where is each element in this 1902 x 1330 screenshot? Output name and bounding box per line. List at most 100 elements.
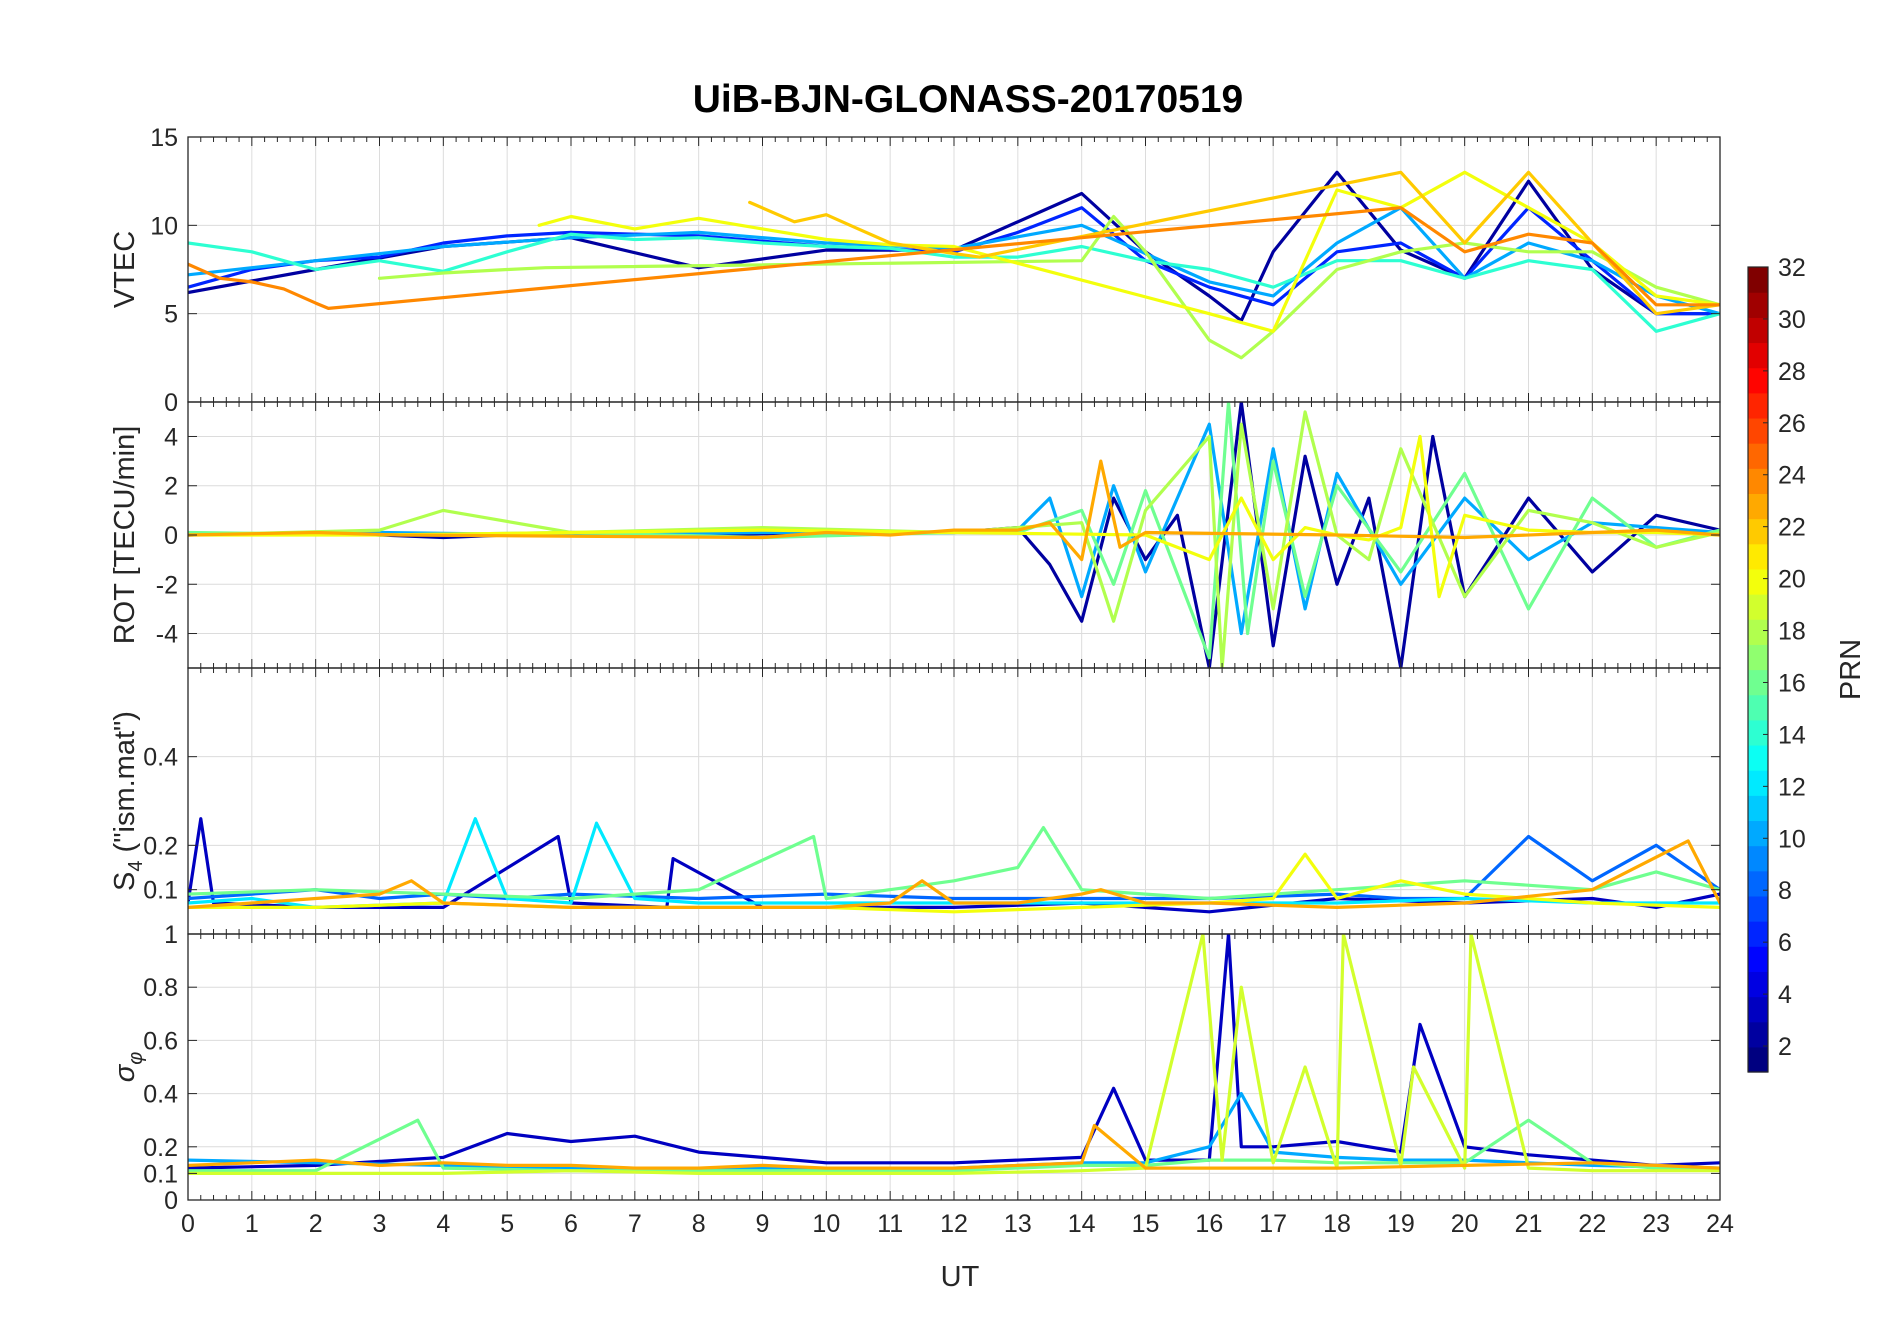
series-line-prn-20 [188,434,1720,599]
x-tick-label: 10 [812,1210,840,1238]
x-tick-label: 13 [1004,1210,1032,1238]
colorbar-band [1748,694,1768,721]
colorbar-band [1748,543,1768,570]
series-line-prn-18 [377,214,1720,360]
colorbar-band [1748,971,1768,998]
colorbar-band [1748,317,1768,344]
colorbar-band [1748,770,1768,796]
colorbar-band [1748,644,1768,671]
x-tick-label: 18 [1323,1210,1351,1238]
panel-1: 0 5 10 15 VTEC [109,124,1721,417]
y-tick-label: 10 [150,212,178,240]
colorbar-tick-label: 22 [1778,514,1806,542]
y-tick-label: 0.8 [143,974,178,1002]
x-tick-label: 8 [692,1210,706,1238]
series-line-prn-16 [188,825,1720,901]
colorbar-band [1748,493,1768,520]
y-axis-label: VTEC [109,231,141,308]
x-tick-label: 7 [628,1210,642,1238]
x-tick-label: 23 [1642,1210,1670,1238]
x-axis-label: UT [941,1261,980,1293]
colorbar-band [1748,744,1768,771]
x-tick-label: 2 [309,1210,323,1238]
colorbar-band [1748,367,1768,394]
colorbar-band [1748,719,1768,746]
series-group [188,170,1720,360]
x-tick-label: 15 [1132,1210,1160,1238]
colorbar-tick-label: 28 [1778,358,1806,386]
y-axis-label: S4 ("ism.mat") [109,711,147,891]
x-tick-label: 9 [756,1210,770,1238]
colorbar-band [1748,946,1768,972]
x-tick-label: 20 [1451,1210,1479,1238]
series-group [188,934,1720,1176]
colorbar-band [1748,443,1768,469]
colorbar-band [1748,895,1768,922]
series-line-prn-16 [188,402,1720,660]
y-tick-label: 0.4 [143,1081,178,1109]
colorbar-band [1748,267,1768,293]
colorbar-band [1748,342,1768,369]
series-line-prn-23 [188,839,1720,910]
colorbar-tick-label: 30 [1778,306,1806,334]
colorbar-band [1748,417,1768,444]
colorbar-tick-label: 14 [1778,721,1806,749]
colorbar-tick-label: 10 [1778,825,1806,853]
y-tick-label: 0.1 [143,1160,178,1188]
series-line-prn-23 [188,1123,1720,1170]
colorbar-label: PRN [1835,639,1867,700]
y-tick-label: 0.2 [143,1134,178,1162]
colorbar-band [1748,518,1768,545]
colorbar-frame [1747,266,1769,1073]
y-tick-label: 0.1 [143,877,178,905]
colorbar-tick-label: 32 [1778,254,1806,282]
colorbar-band [1748,820,1768,847]
y-tick-label: 0 [164,389,178,417]
series-line-prn-10 [188,1091,1720,1170]
y-tick-label: -2 [156,571,178,599]
y-axis-label: σφ [109,1052,147,1083]
colorbar-band [1748,568,1768,595]
colorbar-band [1748,1046,1768,1073]
y-tick-label: 2 [164,473,178,501]
y-tick-label: 0.6 [143,1027,178,1055]
y-tick-label: 0 [164,522,178,550]
colorbar-band [1748,669,1768,696]
colorbar-band [1748,594,1768,620]
colorbar-band [1748,921,1768,947]
colorbar-band [1748,1021,1768,1048]
series-line-prn-19 [188,934,1720,1176]
x-tick-label: 6 [564,1210,578,1238]
x-tick-label: 21 [1515,1210,1543,1238]
series-group [188,402,1720,668]
y-tick-label: 4 [164,423,178,451]
x-tick-label: 4 [436,1210,450,1238]
colorbar-tick-label: 6 [1778,929,1792,957]
colorbar-tick-label: 2 [1778,1033,1792,1061]
colorbar-tick-label: 4 [1778,981,1792,1009]
y-axis-label: ROT [TECU/min] [109,426,141,645]
x-tick-label: 24 [1706,1210,1734,1238]
colorbar-tick-label: 26 [1778,410,1806,438]
series-line-prn-8 [188,834,1720,901]
series-line-prn-14 [188,232,1720,333]
series-line-prn-24 [188,206,1720,310]
y-tick-label: 0.2 [143,832,178,860]
x-tick-label: 12 [940,1210,968,1238]
panel-3: 0.1 0.2 0.4S4 ("ism.mat") [109,667,1721,935]
y-tick-label: 1 [164,921,178,949]
x-tick-label: 5 [500,1210,514,1238]
colorbar-band [1748,795,1768,822]
x-tick-label: 0 [181,1210,195,1238]
x-tick-label: 22 [1578,1210,1606,1238]
x-tick-label: 1 [245,1210,259,1238]
y-tick-label: -4 [156,621,178,649]
colorbar-tick-label: 18 [1778,618,1806,646]
y-tick-label: 0.4 [143,744,178,772]
colorbar-band [1748,845,1768,872]
colorbar-band [1748,392,1768,419]
x-tick-label: 3 [373,1210,387,1238]
